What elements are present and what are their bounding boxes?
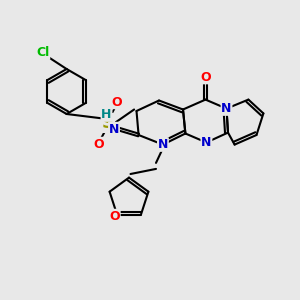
Text: Cl: Cl (36, 46, 50, 59)
Text: H: H (101, 108, 112, 121)
Text: N: N (158, 138, 168, 151)
Text: N: N (109, 122, 119, 136)
Text: N: N (221, 102, 232, 115)
Text: O: O (112, 95, 122, 109)
Text: O: O (109, 209, 120, 223)
Text: S: S (102, 114, 114, 132)
Text: O: O (200, 70, 211, 84)
Text: N: N (201, 136, 212, 149)
Text: O: O (94, 137, 104, 151)
